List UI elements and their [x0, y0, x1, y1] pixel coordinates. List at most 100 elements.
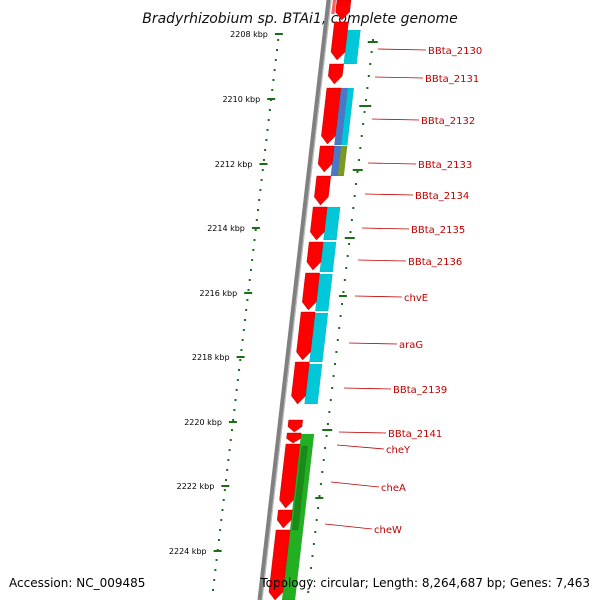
scale-dot [241, 339, 244, 341]
gene-label: BBta_2136 [408, 257, 462, 268]
feature-dot [308, 579, 311, 581]
scale-dot [234, 399, 237, 401]
feature-dot [350, 219, 353, 221]
scale-tick-label: 2210 kbp [222, 95, 260, 104]
scale-dot [273, 69, 276, 71]
feature-dot [312, 543, 315, 545]
feature-dot [349, 231, 352, 233]
feature-dot [307, 591, 310, 593]
feature-dot [362, 123, 365, 125]
scale-dot [217, 539, 220, 541]
feature-dot [314, 531, 317, 533]
scale-dot [212, 589, 214, 591]
scale-dot [253, 239, 256, 241]
scale-dot [248, 279, 251, 281]
scale-dot [221, 509, 224, 511]
label-leader [336, 444, 385, 450]
scale-dot [229, 439, 232, 441]
scale-dot [249, 269, 252, 271]
cog-block-olive [337, 145, 348, 177]
scale-dot [219, 529, 222, 531]
feature-dot [355, 183, 358, 185]
gene-arrow-forward [317, 145, 335, 173]
feature-dot [321, 471, 324, 473]
feature-dots [307, 39, 378, 593]
feature-dot [343, 279, 346, 281]
gene-arrow-forward [268, 529, 291, 600]
scale-dot [271, 89, 274, 91]
gene-arrow-forward [279, 443, 301, 509]
gene-label: BBta_2130 [428, 46, 482, 57]
scale-dot [265, 139, 268, 141]
scale-dot [254, 229, 257, 231]
backbone-line [257, 0, 332, 600]
feature-dot [352, 207, 355, 209]
gene-arrow-forward [321, 87, 342, 145]
scale-dot [247, 289, 250, 291]
scale-dot [213, 579, 216, 581]
feature-dot [315, 519, 318, 521]
scale-dot [258, 199, 261, 201]
label-leader [330, 481, 380, 488]
gene-label: BBta_2139 [393, 385, 447, 396]
feature-dot [363, 111, 366, 113]
scale-dot [268, 109, 271, 111]
gene-labels: BBta_2130 BBta_2131 BBta_2132 BBta_2133 BBta… [324, 46, 482, 536]
topology-text: Topology: circular; Length: 8,264,687 bp… [259, 576, 590, 590]
scale-dot [222, 499, 225, 501]
scale-tick-label: 2212 kbp [215, 160, 253, 169]
scale-tick-label: 2214 kbp [207, 224, 245, 233]
gene-arrow-forward [291, 361, 310, 405]
scale-dot [239, 359, 242, 361]
scale-dot [277, 39, 280, 41]
feature-dot [339, 315, 342, 317]
scale-tick-label: 2222 kbp [177, 482, 215, 491]
feature-dot [364, 99, 367, 101]
scale-dot [272, 79, 275, 81]
feature-dot [324, 447, 327, 449]
label-leader [348, 342, 398, 345]
feature-dot [359, 147, 362, 149]
scale-dot [236, 379, 239, 381]
feature-dot [329, 399, 332, 401]
scale-dot [220, 519, 223, 521]
label-leader [338, 431, 387, 434]
scale-tick-label: 2208 kbp [230, 30, 268, 39]
scale-dot [259, 189, 262, 191]
feature-dot [353, 195, 356, 197]
feature-dot [311, 555, 314, 557]
scale-dot [275, 49, 278, 51]
scale-dot [274, 59, 277, 61]
backbone-highlight [261, 0, 332, 600]
gene-label: BBta_2141 [388, 429, 442, 440]
scale-dot [266, 129, 269, 131]
label-leader [357, 259, 407, 262]
feature-dot [345, 267, 348, 269]
gene-arrow-forward [296, 311, 316, 361]
scale-tick-label: 2216 kbp [199, 289, 237, 298]
feature-dot [348, 243, 351, 245]
feature-dot [332, 375, 335, 377]
accession-text: Accession: NC_009485 [9, 576, 145, 590]
scale-dot [226, 469, 229, 471]
label-leader [374, 76, 424, 79]
feature-dot [372, 39, 374, 41]
scale-dot [240, 349, 243, 351]
cog-track [281, 29, 361, 600]
gene-label: BBta_2132 [421, 116, 475, 127]
feature-dot [335, 351, 338, 353]
feature-dot [360, 135, 363, 137]
gene-arrow-forward [310, 206, 328, 241]
label-leader [343, 387, 392, 390]
label-leader [324, 523, 373, 530]
feature-dot [367, 75, 370, 77]
scale-dot [255, 219, 258, 221]
scale-dot [214, 569, 217, 571]
gene-arrow-forward [314, 175, 331, 206]
scale-dot [215, 559, 218, 561]
scale-dot [238, 369, 241, 371]
gene-arrow-forward [287, 419, 303, 433]
gene-track [268, 0, 352, 600]
gene-arrow-small [331, 0, 337, 15]
